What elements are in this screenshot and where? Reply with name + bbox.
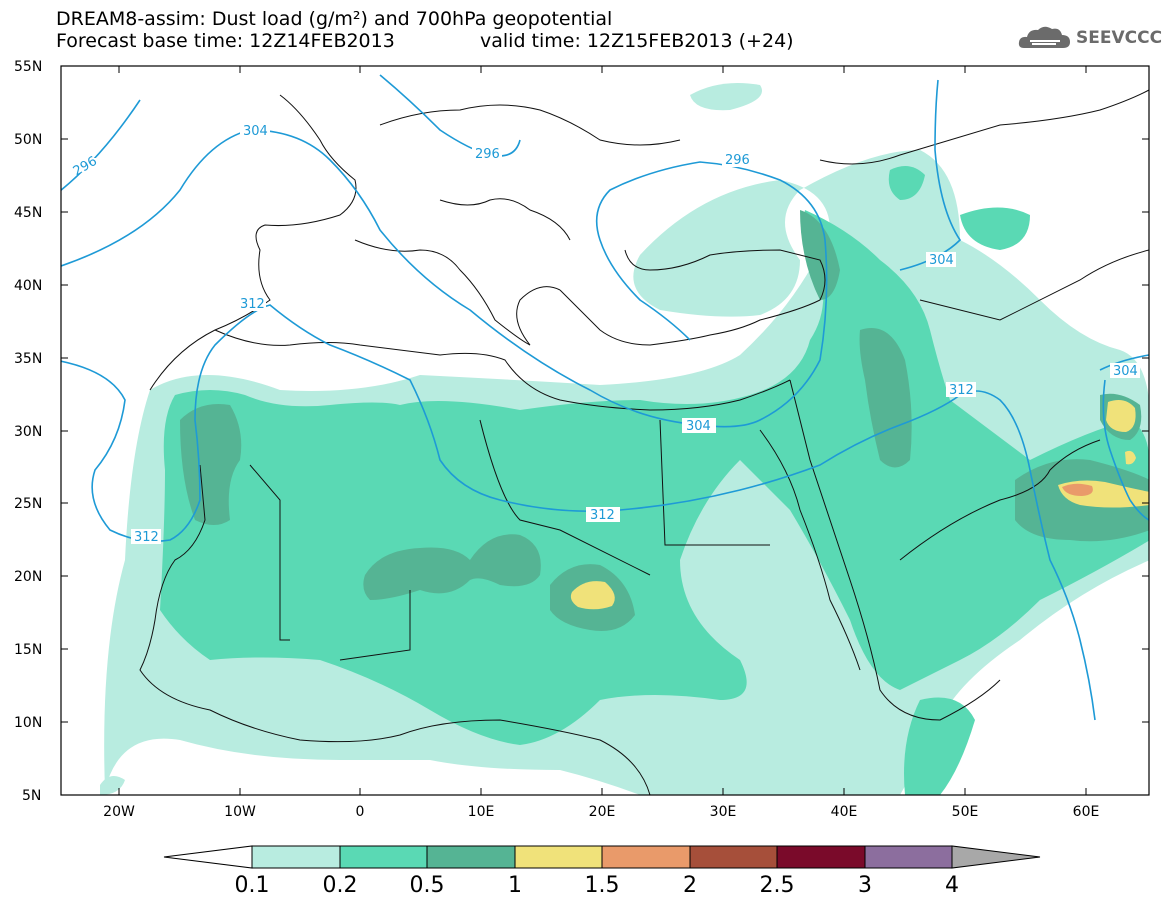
lon-label: 60E: [1073, 804, 1100, 820]
colorbar-swatch: [339, 845, 428, 869]
lon-label: 50E: [952, 804, 979, 820]
longitude-axis: 20W 10W 0 10E 20E 30E 40E 50E 60E: [103, 66, 1099, 820]
colorbar-under-arrow: [163, 845, 253, 869]
lat-label: 50N: [14, 132, 42, 148]
contour-label: 296: [475, 147, 500, 162]
colorbar-label: 2: [683, 873, 697, 898]
lon-label: 10W: [224, 804, 256, 820]
forecast-base-time: Forecast base time: 12Z14FEB2013: [56, 30, 395, 52]
color-bar: 0.1 0.2 0.5 1 1.5 2 2.5 3 4: [163, 845, 1041, 898]
logo-text: SEEVCCC: [1076, 28, 1163, 48]
lon-label: 10E: [468, 804, 495, 820]
colorbar-swatch: [601, 845, 691, 869]
colorbar-label: 0.1: [235, 873, 270, 898]
lat-label: 40N: [14, 278, 42, 294]
lat-label: 15N: [14, 642, 42, 658]
colorbar-label: 3: [858, 873, 872, 898]
lat-label: 25N: [14, 496, 42, 512]
colorbar-swatch: [251, 845, 341, 869]
lat-label: 55N: [14, 59, 42, 75]
dust-heavy-shading: [570, 400, 1149, 610]
lon-label: 20W: [103, 804, 135, 820]
colorbar-label: 1: [508, 873, 522, 898]
lat-label: 30N: [14, 424, 42, 440]
map-title: DREAM8-assim: Dust load (g/m²) and 700hP…: [56, 8, 613, 30]
contour-label: 304: [243, 124, 268, 139]
lon-label: 20E: [589, 804, 616, 820]
colorbar-swatch: [514, 845, 603, 869]
colorbar-over-arrow: [951, 845, 1041, 869]
lat-label: 35N: [14, 351, 42, 367]
colorbar-swatch: [689, 845, 778, 869]
cloud-icon: [1018, 26, 1070, 48]
valid-time: valid time: 12Z15FEB2013 (+24): [480, 30, 794, 52]
lat-label: 45N: [14, 205, 42, 221]
colorbar-label: 4: [945, 873, 959, 898]
lon-label: 0: [356, 804, 365, 820]
colorbar-label: 2.5: [760, 873, 795, 898]
lon-label: 30E: [710, 804, 737, 820]
latitude-axis: 55N 50N 45N 40N 35N 30N 25N 20N 15N 10N …: [14, 59, 1149, 804]
dust-very-heavy-shading: [1062, 483, 1093, 496]
contour-label: 312: [240, 297, 265, 312]
contour-label: 304: [1113, 364, 1138, 379]
contour-label: 312: [949, 383, 974, 398]
lon-label: 40E: [831, 804, 858, 820]
colorbar-swatch: [426, 845, 516, 869]
colorbar-swatch: [776, 845, 866, 869]
seevccc-logo: SEEVCCC: [1016, 22, 1162, 56]
contour-label: 312: [134, 530, 159, 545]
contour-label: 296: [725, 153, 750, 168]
colorbar-label: 0.2: [323, 873, 358, 898]
map-area: 296 304 312 296 296 304 312 304 312 312 …: [61, 66, 1149, 795]
contour-label: 304: [686, 419, 711, 434]
colorbar-label: 1.5: [585, 873, 620, 898]
contour-label: 304: [929, 253, 954, 268]
contour-labels: 296 304 312 296 296 304 312 304 312 312 …: [70, 123, 1140, 545]
colorbar-swatch: [864, 845, 953, 869]
geopotential-contours: [61, 74, 1149, 721]
colorbar-label: 0.5: [410, 873, 445, 898]
contour-label: 312: [590, 508, 615, 523]
lat-label: 10N: [14, 715, 42, 731]
lat-label: 20N: [14, 569, 42, 585]
lat-label: 5N: [22, 788, 41, 804]
dust-medium-shading: [160, 166, 1149, 795]
coastlines: [139, 89, 1149, 795]
